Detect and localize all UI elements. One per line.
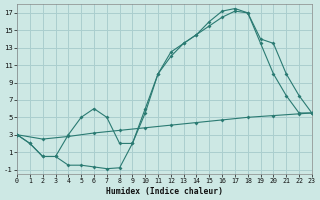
X-axis label: Humidex (Indice chaleur): Humidex (Indice chaleur) (106, 187, 223, 196)
